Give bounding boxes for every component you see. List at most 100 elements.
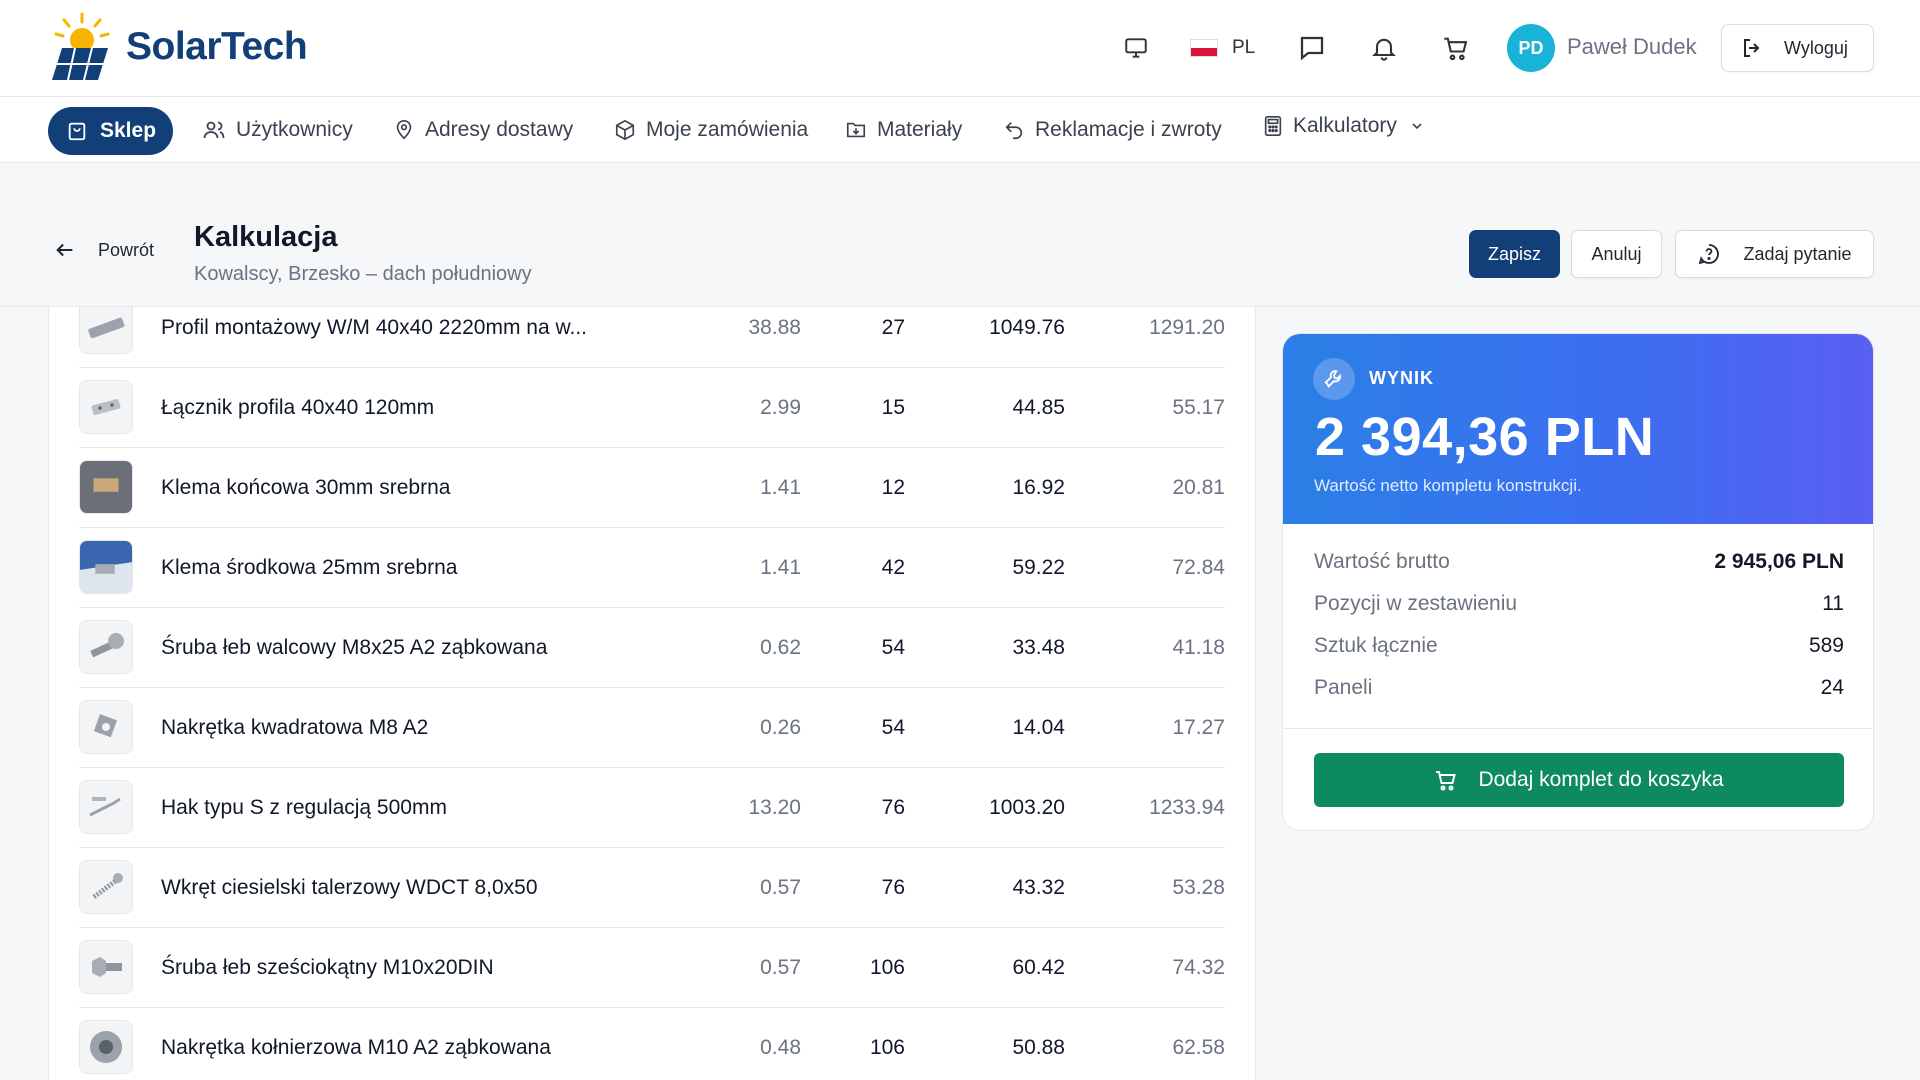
item-gross-value: 72.84: [1172, 556, 1225, 579]
item-quantity: 42: [881, 556, 905, 579]
table-row[interactable]: Profil montażowy W/M 40x40 2220mm na w..…: [79, 307, 1225, 368]
result-card: WYNIK 2 394,36 PLN Wartość netto komplet…: [1282, 333, 1874, 831]
table-row[interactable]: Łącznik profila 40x40 120mm 2.99 15 44.85 55…: [79, 368, 1225, 448]
shopping-bag-icon: [68, 122, 86, 141]
roof-hook-icon: [79, 780, 133, 834]
nav-item-zamowienia[interactable]: Moje zamówienia: [614, 97, 808, 163]
table-row[interactable]: Klema środkowa 25mm srebrna 1.41 42 59.22 72…: [79, 528, 1225, 608]
item-gross-value: 53.28: [1172, 876, 1225, 899]
item-unit-price: 1.41: [760, 476, 801, 499]
package-icon: [615, 119, 635, 141]
item-net-value: 43.32: [1012, 876, 1065, 899]
table-row[interactable]: Klema końcowa 30mm srebrna 1.41 12 16.92 20.…: [79, 448, 1225, 528]
table-row[interactable]: Śruba łeb walcowy M8x25 A2 ząbkowana 0.62…: [79, 608, 1225, 688]
item-gross-value: 62.58: [1172, 1036, 1225, 1059]
item-name[interactable]: Łącznik profila 40x40 120mm: [161, 396, 435, 419]
nav-label: Materiały: [877, 118, 963, 141]
nav-label: Adresy dostawy: [425, 118, 574, 141]
item-unit-price: 0.57: [760, 876, 801, 899]
nav-item-sklep[interactable]: Sklep: [48, 107, 173, 155]
stat-positions: Pozycji w zestawieniu 11: [1314, 589, 1844, 619]
item-name[interactable]: Profil montażowy W/M 40x40 2220mm na w..…: [161, 316, 587, 339]
nav-item-reklamacje[interactable]: Reklamacje i zwroty: [1003, 97, 1222, 163]
item-name[interactable]: Klema końcowa 30mm srebrna: [161, 476, 451, 499]
item-unit-price: 38.88: [748, 316, 801, 339]
cart-icon[interactable]: [1434, 26, 1478, 70]
return-arrow-icon: [1005, 122, 1023, 140]
stat-label: Paneli: [1314, 676, 1373, 699]
nav-item-materialy[interactable]: Materiały: [845, 97, 962, 163]
nav-item-uzytkownicy[interactable]: Użytkownicy: [202, 97, 353, 163]
item-net-value: 50.88: [1012, 1036, 1065, 1059]
item-net-value: 14.04: [1012, 716, 1065, 739]
table-row[interactable]: Hak typu S z regulacją 500mm 13.20 76 1003.…: [79, 768, 1225, 848]
table-row[interactable]: Wkręt ciesielski talerzowy WDCT 8,0x50 0.…: [79, 848, 1225, 928]
item-quantity: 27: [881, 316, 905, 339]
item-name[interactable]: Hak typu S z regulacją 500mm: [161, 796, 447, 819]
result-subtitle: Wartość netto kompletu konstrukcji.: [1314, 476, 1582, 495]
item-gross-value: 55.17: [1172, 396, 1225, 419]
item-name[interactable]: Nakrętka kołnierzowa M10 A2 ząbkowana: [161, 1036, 551, 1059]
item-gross-value: 20.81: [1172, 476, 1225, 499]
item-name[interactable]: Nakrętka kwadratowa M8 A2: [161, 716, 429, 739]
item-quantity: 12: [881, 476, 905, 499]
item-unit-price: 0.26: [760, 716, 801, 739]
language-switcher[interactable]: PL: [1190, 30, 1255, 66]
avatar[interactable]: PD: [1507, 24, 1555, 72]
hex-bolt-icon: [79, 940, 133, 994]
table-row[interactable]: Nakrętka kołnierzowa M10 A2 ząbkowana 0.4…: [79, 1008, 1225, 1080]
back-button[interactable]: Powrót: [54, 239, 154, 261]
item-quantity: 54: [881, 716, 905, 739]
table-row[interactable]: Śruba łeb sześciokątny M10x20DIN 0.57 106 6…: [79, 928, 1225, 1008]
ask-label: Zadaj pytanie: [1743, 243, 1852, 264]
logout-button[interactable]: Wyloguj: [1721, 24, 1874, 72]
item-name[interactable]: Wkręt ciesielski talerzowy WDCT 8,0x50: [161, 876, 538, 899]
item-unit-price: 0.48: [760, 1036, 801, 1059]
users-icon: [203, 121, 225, 139]
user-name[interactable]: Paweł Dudek: [1567, 34, 1697, 59]
screw-icon: [79, 860, 133, 914]
page-header: Powrót Kalkulacja Kowalscy, Brzesko – da…: [0, 163, 1920, 307]
back-label: Powrót: [98, 239, 155, 260]
item-name[interactable]: Klema środkowa 25mm srebrna: [161, 556, 458, 579]
item-net-value: 59.22: [1012, 556, 1065, 579]
language-code: PL: [1232, 37, 1256, 58]
stat-pieces: Sztuk łącznie 589: [1314, 631, 1844, 661]
stat-value: 2 945,06 PLN: [1714, 550, 1844, 573]
item-name[interactable]: Śruba łeb walcowy M8x25 A2 ząbkowana: [161, 636, 548, 659]
brand-logo[interactable]: SolarTech: [48, 12, 308, 82]
main-nav: Sklep Użytkownicy Adresy dostawy Moje za…: [0, 97, 1920, 163]
poland-flag-icon: [1190, 39, 1218, 57]
item-gross-value: 1291.20: [1149, 316, 1225, 339]
item-name[interactable]: Śruba łeb sześciokątny M10x20DIN: [161, 956, 494, 979]
logout-icon: [1744, 39, 1760, 57]
question-circle-icon: [1699, 244, 1720, 265]
add-to-cart-button[interactable]: Dodaj komplet do koszyka: [1314, 753, 1844, 807]
item-gross-value: 74.32: [1172, 956, 1225, 979]
cart-icon: [1436, 771, 1457, 791]
chat-icon[interactable]: [1290, 26, 1334, 70]
result-value: 2 394,36 PLN: [1315, 407, 1655, 467]
save-button[interactable]: Zapisz: [1469, 230, 1560, 278]
item-gross-value: 41.18: [1172, 636, 1225, 659]
table-row[interactable]: Nakrętka kwadratowa M8 A2 0.26 54 14.04 17.2…: [79, 688, 1225, 768]
item-unit-price: 1.41: [760, 556, 801, 579]
bell-icon[interactable]: [1362, 26, 1406, 70]
stat-panels: Paneli 24: [1314, 673, 1844, 703]
wrench-icon: [1313, 358, 1355, 400]
end-clamp-icon: [79, 460, 133, 514]
desktop-icon[interactable]: [1114, 26, 1158, 70]
solar-logo-icon: [52, 12, 110, 81]
mid-clamp-icon: [79, 540, 133, 594]
item-net-value: 16.92: [1012, 476, 1065, 499]
cancel-button[interactable]: Anuluj: [1571, 230, 1662, 278]
nav-item-adresy[interactable]: Adresy dostawy: [393, 97, 573, 163]
item-quantity: 76: [881, 796, 905, 819]
nav-item-kalkulatory[interactable]: Kalkulatory: [1263, 93, 1435, 159]
item-unit-price: 2.99: [760, 396, 801, 419]
stat-label: Sztuk łącznie: [1314, 634, 1438, 657]
ask-question-button[interactable]: Zadaj pytanie: [1675, 230, 1874, 278]
stat-value: 589: [1808, 634, 1844, 657]
divider: [1283, 728, 1873, 729]
location-pin-icon: [396, 120, 412, 140]
